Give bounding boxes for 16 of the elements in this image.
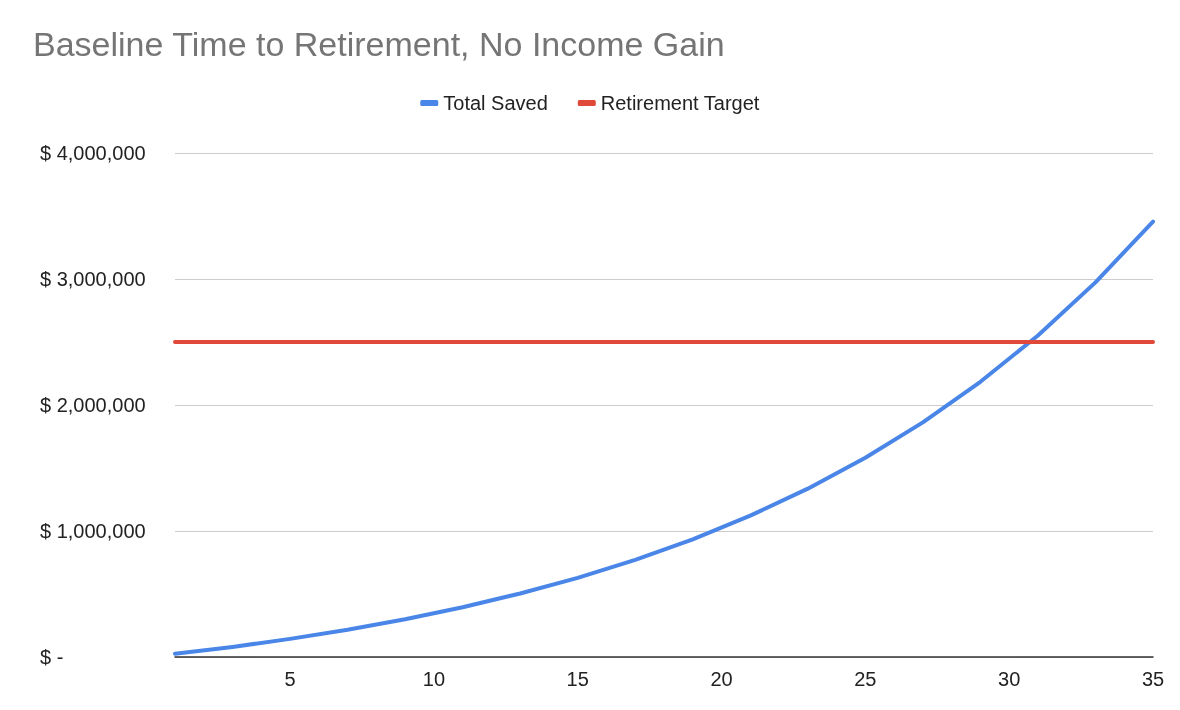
x-tick-label: 25 — [854, 668, 877, 690]
x-tick-label: 35 — [1141, 668, 1165, 690]
x-tick-label: 10 — [422, 668, 446, 690]
y-tick-label: $ 3,000,000 — [40, 268, 146, 290]
y-tick-label: $ 1,000,000 — [40, 520, 146, 542]
x-tick-label: 30 — [998, 668, 1021, 690]
legend-label: Total Saved — [443, 92, 548, 114]
x-tick-label: 15 — [566, 668, 589, 690]
y-tick-label: $ - — [40, 646, 64, 668]
y-tick-label: $ 4,000,000 — [40, 142, 146, 164]
y-tick-label: $ 2,000,000 — [40, 394, 146, 416]
x-tick-label: 20 — [710, 668, 733, 690]
chart-title: Baseline Time to Retirement, No Income Gain — [33, 25, 725, 63]
legend-label: Retirement Target — [600, 92, 760, 114]
line-series — [173, 219, 1155, 656]
x-tick-label: 5 — [284, 668, 296, 690]
